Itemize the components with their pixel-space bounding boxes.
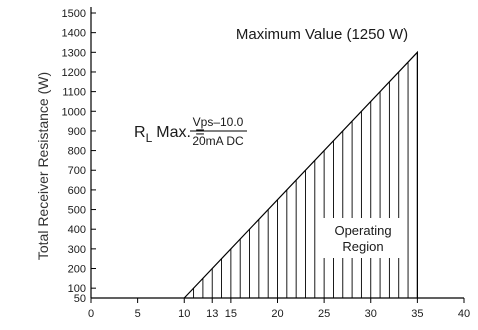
y-tick-label-0: 50: [74, 293, 86, 305]
region-label-line1: Operating: [334, 223, 391, 238]
y-tick-label-2: 200: [68, 264, 86, 276]
x-tick-label-0: 0: [88, 308, 94, 320]
y-tick-label-6: 600: [68, 185, 86, 197]
y-tick-label-4: 400: [68, 224, 86, 236]
y-tick-label-5: 500: [68, 205, 86, 217]
formula-r: R: [134, 124, 146, 141]
x-tick-label-7: 30: [365, 308, 377, 320]
x-tick-label-5: 20: [271, 308, 283, 320]
formula-lhs: RL Max. =: [134, 124, 205, 145]
x-tick-label-2: 10: [178, 308, 190, 320]
hatch-layer: [193, 52, 418, 298]
formula-max: Max. =: [156, 124, 204, 141]
y-axis-label: Total Receiver Resistance (W): [35, 72, 51, 260]
y-tick-label-3: 300: [68, 244, 86, 256]
x-ticks: 0 5 10 13 15 20 25 30 35 40: [88, 298, 470, 320]
y-tick-label-15: 1500: [62, 8, 86, 20]
formula-subscript: L: [146, 131, 153, 145]
x-tick-label-9: 40: [458, 308, 470, 320]
region-label-background: [320, 218, 406, 258]
y-tick-label-14: 1400: [62, 28, 86, 40]
formula: RL Max. = Vps–10.0 20mA DC: [134, 115, 247, 148]
y-tick-label-9: 900: [68, 126, 86, 138]
x-tick-label-6: 25: [318, 308, 330, 320]
y-tick-label-7: 700: [68, 165, 86, 177]
y-tick-label-11: 1100: [62, 87, 86, 99]
formula-denominator: 20mA DC: [192, 134, 244, 148]
region-label-line2: Region: [342, 239, 383, 254]
x-tick-label-8: 35: [411, 308, 423, 320]
y-tick-label-10: 1000: [62, 106, 86, 118]
y-tick-label-13: 1300: [62, 47, 86, 59]
y-tick-label-1: 100: [68, 283, 86, 295]
y-tick-label-8: 800: [68, 146, 86, 158]
y-tick-label-12: 1200: [62, 67, 86, 79]
operating-region-boundary: [183, 50, 418, 299]
x-tick-label-1: 5: [135, 308, 141, 320]
max-label-background: [221, 22, 421, 44]
x-tick-label-3: 13: [206, 308, 218, 320]
formula-numerator: Vps–10.0: [193, 115, 244, 129]
maximum-value-label: Maximum Value (1250 W): [236, 26, 408, 43]
x-tick-label-4: 15: [225, 308, 237, 320]
